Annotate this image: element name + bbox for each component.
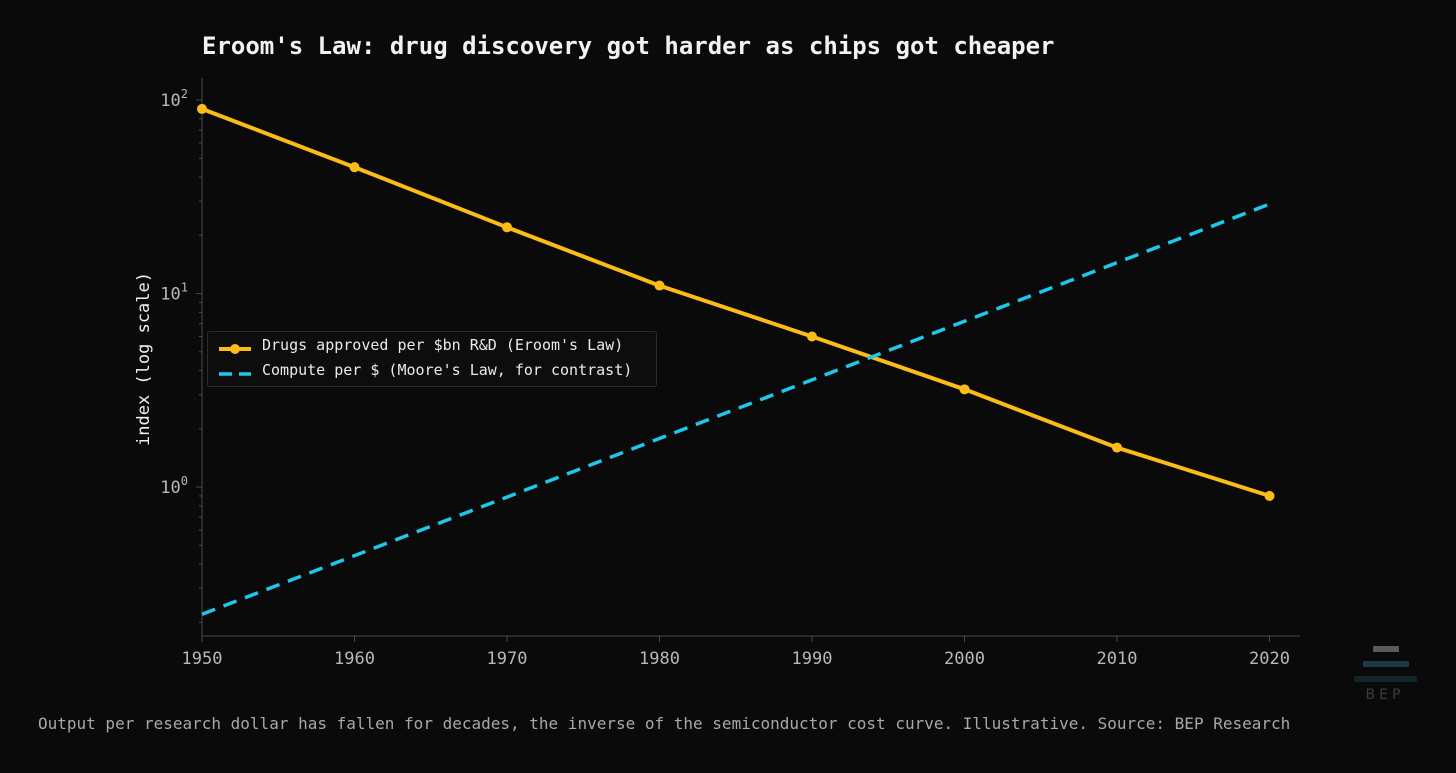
data-point-drugs — [654, 280, 665, 291]
x-tick-label: 1960 — [334, 649, 375, 669]
data-point-drugs — [502, 222, 512, 233]
x-tick-label: 2020 — [1249, 649, 1290, 669]
x-tick-label: 1990 — [792, 649, 833, 669]
chart-title: Eroom's Law: drug discovery got harder a… — [202, 32, 1055, 60]
legend-label-drugs: Drugs approved per $bn R&D (Eroom's Law) — [262, 336, 624, 354]
logo-bar-top — [1373, 646, 1399, 652]
data-point-drugs — [959, 384, 970, 395]
x-tick-label: 1970 — [487, 649, 528, 669]
logo-bar-middle — [1363, 661, 1409, 667]
logo-text: BEP — [1365, 687, 1405, 703]
legend-item-compute: Compute per $ (Moore's Law, for contrast… — [208, 359, 656, 383]
data-point-drugs — [349, 162, 360, 173]
y-axis-label: index (log scale) — [134, 272, 154, 446]
series-line-compute — [201, 202, 1271, 616]
x-tick-label: 1980 — [639, 649, 680, 669]
x-tick-label: 2000 — [944, 649, 985, 669]
data-point-drugs — [197, 103, 207, 114]
legend-swatch-drugs — [219, 344, 251, 354]
caption: Output per research dollar has fallen fo… — [38, 714, 1291, 733]
legend: Drugs approved per $bn R&D (Eroom's Law)… — [207, 331, 657, 387]
axes: 1950 1960 1970 1980 1990 2000 2010 2020 100 101 10… — [160, 78, 1300, 669]
x-tick-label: 2010 — [1097, 649, 1138, 669]
y-tick-label: 101 — [160, 281, 188, 305]
y-axis-label-group: index (log scale) — [134, 272, 154, 446]
y-tick-label: 100 — [160, 474, 188, 498]
x-tick-label: 1950 — [182, 649, 223, 669]
legend-label-compute: Compute per $ (Moore's Law, for contrast… — [262, 361, 633, 379]
brand-logo: BEP — [1350, 643, 1420, 705]
series-layer — [197, 103, 1275, 616]
legend-item-drugs: Drugs approved per $bn R&D (Eroom's Law) — [208, 334, 656, 358]
y-tick-label: 102 — [160, 87, 188, 111]
data-point-drugs — [1112, 442, 1122, 453]
data-point-drugs — [807, 331, 817, 342]
series-line-drugs — [201, 107, 1271, 498]
data-point-drugs — [1264, 490, 1275, 501]
legend-swatch-compute — [219, 372, 251, 376]
logo-bar-bottom — [1354, 676, 1417, 682]
